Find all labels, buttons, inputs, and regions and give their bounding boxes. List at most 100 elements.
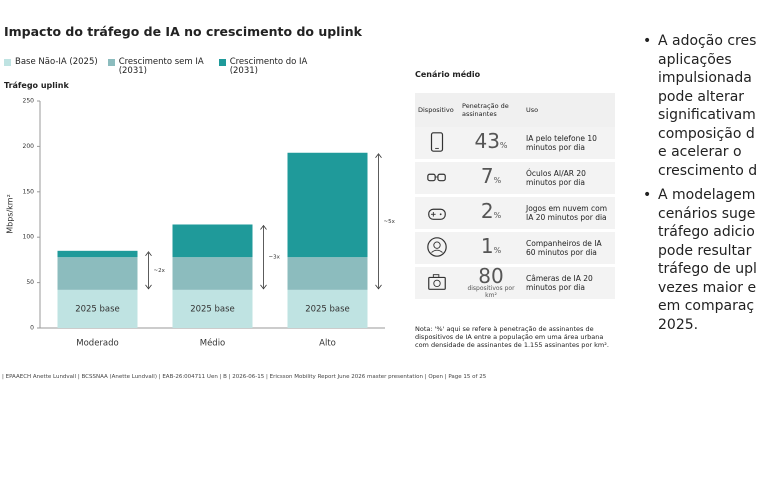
bar-segment: [57, 257, 138, 290]
x-tick-label: Médio: [200, 338, 226, 349]
note: Nota: '%' aqui se refere à penetração de…: [415, 325, 609, 349]
table-row: 80 dispositivos por km² Câmeras de IA 20 m…: [415, 264, 615, 302]
bullet-line: tráfego adicio: [658, 224, 755, 240]
bullet-line: impulsionada: [658, 70, 752, 86]
bullet-line: e acelerar o: [658, 144, 742, 160]
bar-segment: [172, 224, 253, 258]
y-tick-label: 200: [23, 143, 35, 150]
device-icon: [427, 173, 446, 182]
device-icon: [428, 274, 446, 290]
bar-label: 2025 base: [75, 304, 120, 314]
icon-cell: [415, 160, 459, 197]
arrow-head: [375, 153, 382, 158]
bullet: A modelagem cenários suge tráfego adicio po…: [640, 186, 768, 334]
x-tick-label: Alto: [319, 339, 336, 349]
device-icon: [430, 132, 444, 152]
penetration-value: 7: [480, 163, 494, 188]
chart: Mbps/km² 0 50 100 150 200 250 2025 base Moderad…: [6, 98, 396, 349]
arrow-head: [145, 284, 152, 290]
table-row: 7% Óculos AI/AR 20 minutos por dia: [415, 160, 615, 197]
penetration-value: 43: [474, 128, 500, 153]
penetration-value: 1: [480, 233, 494, 258]
header-cell: Uso: [523, 93, 615, 127]
icon-cell: [415, 265, 459, 302]
bar-segment: [57, 289, 138, 328]
table-row: 2% Jogos em nuvem com IA 20 minutos por d…: [415, 195, 615, 232]
bar-segment: [287, 152, 368, 258]
use-cell: IA pelo telefone 10 minutos por dia: [523, 127, 615, 162]
legend-item: Crescimento do IA (2031): [218, 57, 320, 76]
bullet-line: em comparaç: [658, 298, 755, 314]
arrow-head: [145, 251, 152, 257]
bar-segment: [172, 289, 253, 328]
footer: | EPAAECH Anette Lundvall | BCSSNAA (Ane…: [2, 374, 487, 380]
penetration-cell: 2%: [459, 195, 523, 232]
icon-cell: [415, 195, 459, 232]
arrow-head: [375, 284, 382, 290]
y-axis-label: Mbps/km²: [6, 194, 15, 234]
legend-label: Base Não-IA (2025): [15, 57, 98, 67]
penetration-unit: %: [493, 245, 502, 255]
penetration-value: 80: [478, 264, 504, 288]
arrow-head: [260, 284, 267, 290]
use-cell: Óculos AI/AR 20 minutos por dia: [523, 160, 615, 197]
sidebar: A adoção cres aplicações impulsionada pode …: [640, 32, 768, 340]
y-tick-label: 0: [30, 325, 34, 332]
legend-label: Crescimento do IA (2031): [229, 57, 308, 76]
use-cell: Câmeras de IA 20 minutos por dia: [523, 265, 615, 302]
legend-item: Base Não-IA (2025): [4, 58, 98, 76]
device-icon: [427, 237, 447, 257]
bullet-line: A modelagem: [658, 187, 756, 203]
table: Dispositivo Penetração de assinantes Uso…: [415, 93, 615, 302]
penetration-cell: 80 dispositivos por km²: [459, 264, 523, 302]
y-tick-label: 100: [23, 234, 35, 241]
icon-cell: [415, 230, 459, 267]
y-tick-label: 150: [23, 188, 35, 195]
legend-swatch: [4, 59, 11, 66]
legend-swatch: [107, 59, 115, 66]
penetration-cell: 7%: [459, 160, 523, 197]
use-cell: Jogos em nuvem com IA 20 minutos por dia: [523, 195, 615, 232]
legend-swatch: [218, 59, 226, 66]
penetration-value: 2: [480, 198, 494, 223]
penetration-unit: %: [499, 140, 508, 150]
bullet-line: pode resultar: [658, 242, 752, 259]
bar-segment: [287, 257, 368, 290]
bullet-line: significativam: [658, 107, 756, 123]
device-icon: [428, 208, 446, 220]
y-tick-label: 250: [23, 98, 35, 105]
bullet-line: vezes maior e: [658, 279, 757, 296]
icon-cell: [415, 127, 459, 162]
table-row: 1% Companheiros de IA 60 minutos por dia: [415, 230, 615, 267]
use-cell: Companheiros de IA 60 minutos por dia: [523, 230, 615, 267]
bullet: A adoção cres aplicações impulsionada pode …: [640, 32, 768, 180]
bullet-line: pode alterar: [658, 88, 745, 105]
legend-label: Crescimento sem IA (2031): [118, 57, 204, 76]
bullet-line: composição d: [658, 125, 755, 142]
table-title: Cenário médio: [415, 70, 481, 79]
penetration-cell: 1%: [459, 230, 523, 267]
bullet-line: tráfego de upl: [658, 261, 757, 277]
legend-item: Crescimento sem IA (2031): [107, 57, 209, 76]
bar-segment: [57, 250, 138, 258]
penetration-unit: %: [493, 175, 502, 185]
bullet-line: crescimento d: [658, 162, 758, 179]
bullet-line: cenários suge: [658, 205, 756, 222]
penetration-cell: 43%: [459, 127, 523, 162]
bar-segment: [287, 289, 368, 328]
y-tick-label: 50: [26, 279, 34, 286]
header-cell: Dispositivo: [415, 93, 459, 127]
bar-label: 2025 base: [305, 304, 350, 314]
bullet-line: 2025.: [658, 316, 699, 333]
header-cell: Penetração de assinantes: [459, 93, 523, 127]
bar-label: 2025 base: [190, 304, 235, 314]
penetration-unit: %: [493, 210, 502, 220]
x-tick-label: Moderado: [76, 339, 118, 349]
table-row: 43% IA pelo telefone 10 minutos por dia: [415, 127, 615, 162]
bullet-line: aplicações: [658, 51, 732, 68]
y-title: Tráfego uplink: [4, 81, 69, 90]
penetration-unit: dispositivos por km²: [467, 285, 515, 299]
legend: Base Não-IA (2025) Crescimento sem IA (20…: [4, 58, 320, 76]
bar-segment: [172, 257, 253, 290]
